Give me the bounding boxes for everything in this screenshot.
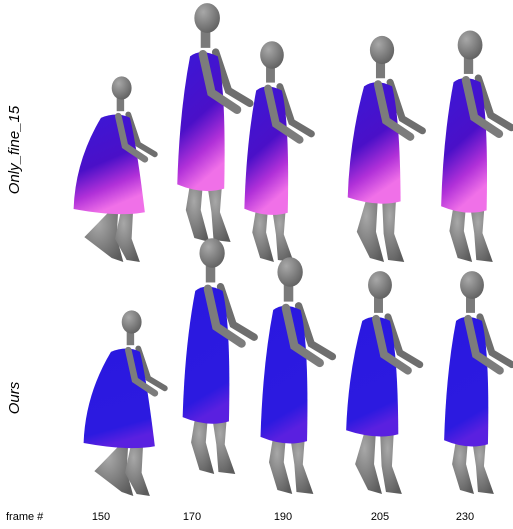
leg [382,196,405,262]
leg [212,416,236,474]
neck [466,296,475,313]
neck [205,265,216,283]
head [457,30,483,60]
dress [182,286,230,424]
arm [294,302,337,361]
head [460,271,484,299]
leg [252,207,274,262]
head [277,257,303,287]
neck [374,296,383,313]
arm [276,83,315,138]
neck [200,30,211,48]
dress [441,78,488,213]
neck [463,57,474,74]
row-label: Ours [6,381,23,414]
leg [84,207,124,262]
leg [125,441,150,496]
dress [444,316,489,447]
dress [73,114,145,215]
arm [125,346,159,397]
head [368,271,392,299]
dress [260,305,308,444]
leg [268,436,293,494]
leg [290,436,314,494]
head [121,310,142,334]
frame-number: 150 [92,511,110,523]
head [199,238,225,268]
person-render [260,257,337,494]
frame-number: 230 [456,511,474,523]
head [111,76,132,100]
arm [476,313,513,369]
arm [373,80,415,141]
person-render [444,271,513,494]
arm [115,112,149,163]
arm [211,48,254,108]
neck [116,97,125,112]
frame-number: 170 [183,511,201,523]
leg [207,183,231,242]
arm [474,74,513,132]
leg [355,429,382,494]
arm [464,314,504,375]
arm [198,50,242,114]
arm [264,84,304,144]
leg [449,205,473,262]
head [194,3,220,33]
arm [216,282,258,341]
arm [125,111,158,158]
footer-label: frame # [6,511,44,523]
leg [379,429,402,494]
leg [271,207,294,262]
frame-number: 205 [371,511,389,523]
leg [94,441,134,496]
arm [386,78,426,135]
neck [126,331,135,346]
arm [203,284,246,348]
neck [375,62,386,79]
leg [185,183,210,242]
person-render [441,30,513,262]
head [369,35,395,65]
person-render [73,76,158,262]
leg [452,439,474,494]
leg [191,416,215,474]
leg [115,207,140,262]
person-render [182,238,258,474]
person-render [244,41,315,262]
leg [471,439,494,494]
arm [384,313,424,369]
leg [356,196,385,262]
renders [73,3,513,496]
neck [266,66,275,83]
person-render [346,271,424,494]
dress [83,348,155,449]
arm [372,314,412,375]
leg [470,205,493,262]
dress [347,82,401,204]
person-render [83,310,168,496]
neck [283,284,294,302]
person-render [347,35,426,262]
row-label: Only_fine_15 [6,105,23,194]
head [260,41,284,69]
dress [177,52,225,192]
dress [346,316,399,437]
arm [461,75,504,139]
arm [281,303,324,368]
arm [135,345,168,392]
person-render [177,3,254,242]
frame-number: 190 [274,511,292,523]
